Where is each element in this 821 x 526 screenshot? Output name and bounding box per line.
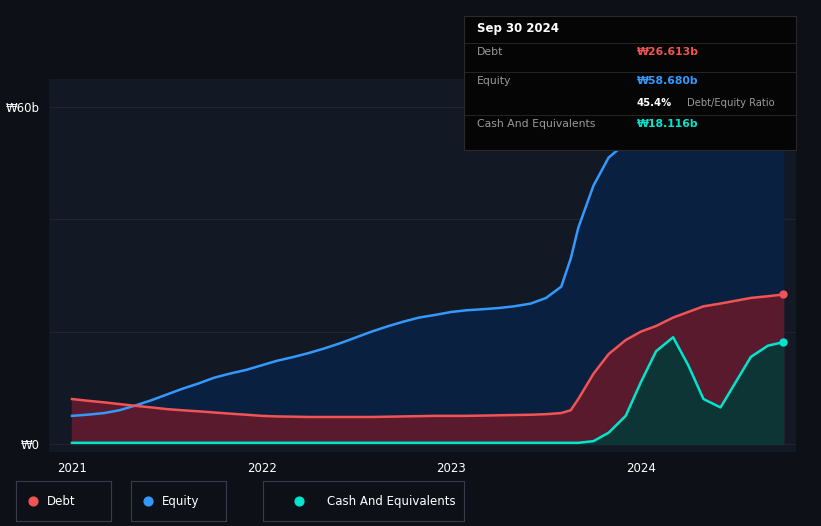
Text: ₩26.613b: ₩26.613b (637, 47, 699, 57)
Text: Sep 30 2024: Sep 30 2024 (477, 23, 559, 35)
Text: Debt: Debt (47, 494, 76, 508)
Point (777, 110, 790, 118)
Point (777, 338, 790, 347)
Text: 45.4%: 45.4% (637, 98, 672, 108)
Text: Cash And Equivalents: Cash And Equivalents (477, 119, 595, 129)
Point (777, 290, 790, 299)
Text: Equity: Equity (477, 76, 511, 86)
Text: Debt/Equity Ratio: Debt/Equity Ratio (686, 98, 774, 108)
Text: Equity: Equity (162, 494, 199, 508)
Point (142, 497, 155, 505)
Text: Cash And Equivalents: Cash And Equivalents (327, 494, 456, 508)
Text: Debt: Debt (477, 47, 503, 57)
Text: ₩18.116b: ₩18.116b (637, 119, 699, 129)
Point (27, 497, 40, 505)
Text: ₩58.680b: ₩58.680b (637, 76, 699, 86)
Point (292, 497, 305, 505)
